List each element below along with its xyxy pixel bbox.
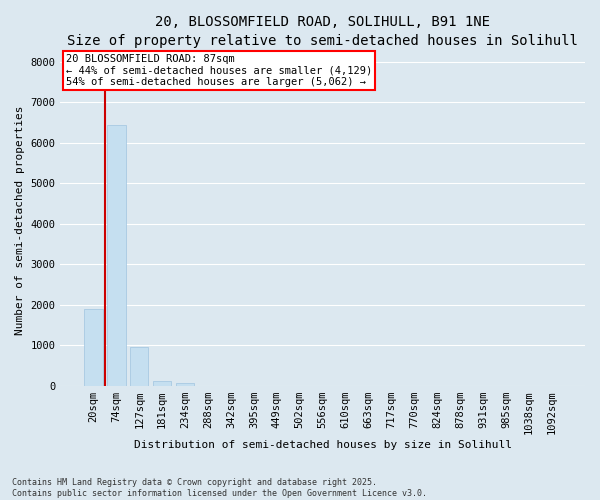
Bar [176, 383, 194, 386]
Bar [130, 347, 148, 386]
Text: Contains HM Land Registry data © Crown copyright and database right 2025.
Contai: Contains HM Land Registry data © Crown c… [12, 478, 427, 498]
Text: 20 BLOSSOMFIELD ROAD: 87sqm
← 44% of semi-detached houses are smaller (4,129)
54: 20 BLOSSOMFIELD ROAD: 87sqm ← 44% of sem… [65, 54, 372, 87]
Bar [84, 309, 103, 386]
X-axis label: Distribution of semi-detached houses by size in Solihull: Distribution of semi-detached houses by … [134, 440, 512, 450]
Bar [153, 380, 172, 386]
Bar [107, 126, 125, 386]
Title: 20, BLOSSOMFIELD ROAD, SOLIHULL, B91 1NE
Size of property relative to semi-detac: 20, BLOSSOMFIELD ROAD, SOLIHULL, B91 1NE… [67, 15, 578, 48]
Y-axis label: Number of semi-detached properties: Number of semi-detached properties [15, 105, 25, 334]
